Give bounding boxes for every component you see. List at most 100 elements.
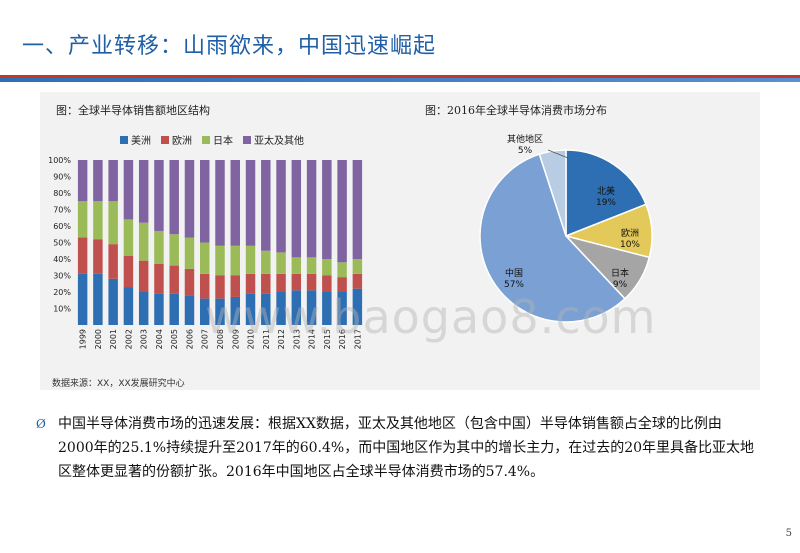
pie-slice-name: 中国 xyxy=(505,267,523,279)
bar-segment xyxy=(138,260,149,292)
x-tick-label: 2017 xyxy=(353,329,362,349)
pie-slice-value: 5% xyxy=(518,146,533,156)
page-title: 一、产业转移：山雨欲来，中国迅速崛起 xyxy=(22,34,437,59)
x-tick-label: 1999 xyxy=(79,329,88,349)
bar-segment xyxy=(245,293,256,325)
bar-segment xyxy=(245,160,256,246)
bar-segment xyxy=(77,237,88,274)
x-tick-label: 2007 xyxy=(201,329,210,349)
legend-label: 欧洲 xyxy=(172,136,192,147)
bar-segment xyxy=(169,234,179,266)
bar-segment xyxy=(276,292,286,325)
legend-label: 日本 xyxy=(213,136,233,147)
bar-segment xyxy=(108,201,118,245)
legend-label: 亚太及其他 xyxy=(254,136,304,147)
bar-segment xyxy=(154,230,164,264)
page-number: 5 xyxy=(785,528,792,539)
bar-segment xyxy=(261,160,271,251)
bar-segment xyxy=(184,295,195,325)
pie-slice-value: 10% xyxy=(620,240,640,250)
x-tick-label: 2001 xyxy=(109,329,118,349)
pie-slice-value: 57% xyxy=(504,280,524,290)
x-tick-label: 2009 xyxy=(231,329,240,349)
title-divider-blue xyxy=(0,78,800,82)
bar-segment xyxy=(123,219,134,256)
bar-segment xyxy=(322,160,332,259)
pie-slice-name: 日本 xyxy=(611,267,629,279)
bar-segment xyxy=(322,292,332,325)
bar-segment xyxy=(337,277,347,292)
bar-segment xyxy=(123,255,134,288)
bar-segment xyxy=(306,290,317,325)
bar-segment xyxy=(93,160,103,202)
y-tick-label: 40% xyxy=(53,255,71,264)
bar-chart-legend: 美洲 欧洲 日本 亚太及其他 xyxy=(120,132,304,147)
y-tick-label: 100% xyxy=(48,156,71,165)
y-tick-label: 30% xyxy=(53,272,71,281)
bar-segment xyxy=(154,293,164,325)
summary-paragraph: 中国半导体消费市场的迅速发展：根据XX数据，亚太及其他地区（包含中国）半导体销售… xyxy=(58,416,755,480)
pie-slice-name: 欧洲 xyxy=(621,227,639,239)
pie-slice-name: 北美 xyxy=(597,185,615,197)
bar-segment xyxy=(306,160,317,258)
bar-segment xyxy=(337,292,347,325)
bar-segment xyxy=(123,160,134,220)
bar-segment xyxy=(306,273,317,291)
legend-item: 亚太及其他 xyxy=(243,132,304,147)
bar-segment xyxy=(154,263,164,294)
bar-segment xyxy=(123,287,134,325)
bar-segment xyxy=(230,160,240,246)
bar-segment xyxy=(276,160,286,253)
x-tick-label: 2002 xyxy=(124,329,133,349)
x-tick-label: 2003 xyxy=(140,329,149,349)
x-tick-label: 2010 xyxy=(247,329,256,349)
bar-segment xyxy=(108,244,118,279)
bar-segment xyxy=(200,242,210,274)
title-divider-red xyxy=(0,75,800,78)
bar-segment xyxy=(306,257,317,274)
bar-segment xyxy=(230,245,240,276)
bar-segment xyxy=(184,160,195,238)
bar-segment xyxy=(215,245,225,276)
bar-segment xyxy=(184,237,195,269)
bar-segment xyxy=(215,160,225,246)
legend-label: 美洲 xyxy=(131,136,151,147)
bar-segment xyxy=(77,160,88,202)
bar-segment xyxy=(291,273,302,291)
x-tick-label: 2005 xyxy=(170,329,179,349)
bar-segment xyxy=(215,275,225,299)
bar-segment xyxy=(77,201,88,238)
y-tick-label: 20% xyxy=(53,288,71,297)
bar-segment xyxy=(108,160,118,202)
x-tick-label: 2016 xyxy=(338,329,347,349)
bar-segment xyxy=(200,298,210,325)
bar-segment xyxy=(200,160,210,243)
bar-segment xyxy=(245,273,256,294)
bar-chart: 100% 90% 80% 70% 60% 50% 40% 30% 20% 10% 1999 2000 2… xyxy=(48,156,363,349)
y-tick-label: 90% xyxy=(53,173,71,182)
x-tick-label: 2008 xyxy=(216,329,225,349)
bar-segment xyxy=(215,298,225,325)
watermark: www.baogao8.com xyxy=(205,290,657,344)
summary-block: Ø 中国半导体消费市场的迅速发展：根据XX数据，亚太及其他地区（包含中国）半导体… xyxy=(36,412,756,484)
bar-segment xyxy=(261,273,271,294)
bar-segment xyxy=(291,290,302,325)
bar-segment xyxy=(108,278,118,325)
bar-segment xyxy=(230,275,240,297)
bar-segment xyxy=(169,293,179,325)
bar-segment xyxy=(230,296,240,325)
x-tick-label: 2015 xyxy=(323,329,332,349)
legend-item: 美洲 xyxy=(120,132,151,147)
y-tick-label: 80% xyxy=(53,189,71,198)
bar-segment xyxy=(169,265,179,294)
legend-swatch xyxy=(243,135,251,144)
bar-segment xyxy=(138,222,149,261)
pie-slice-value: 9% xyxy=(613,280,628,290)
bar-segment xyxy=(200,273,210,299)
bar-segment xyxy=(77,273,88,325)
bar-segment xyxy=(352,288,363,325)
bar-segment xyxy=(276,273,286,292)
pie-slice-name: 其他地区 xyxy=(507,133,543,145)
bar-segment xyxy=(352,273,363,289)
